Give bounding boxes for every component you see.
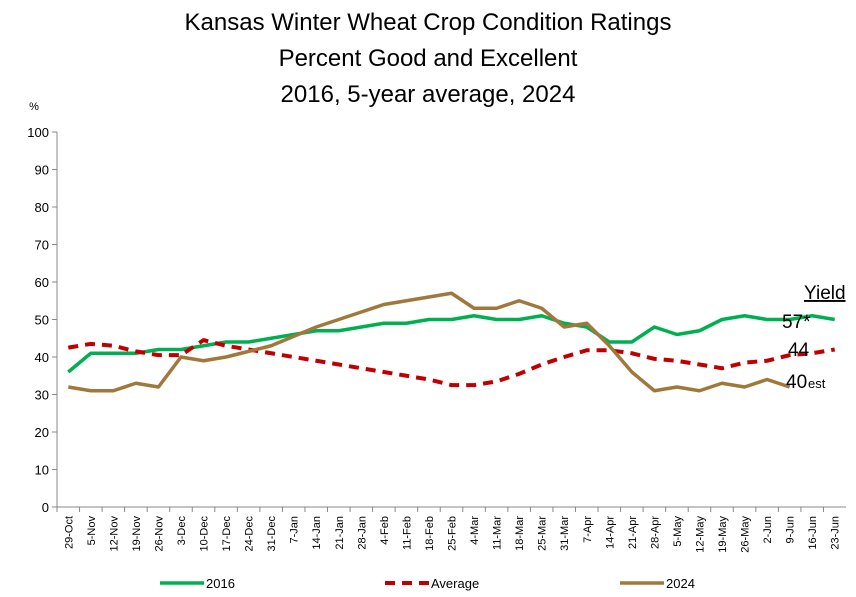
x-tick-label: 21-Apr [627, 516, 639, 549]
y-tick-label: 10 [35, 463, 49, 478]
x-tick-label: 24-Dec [244, 516, 256, 552]
y-tick-label: 100 [27, 125, 49, 140]
x-tick-label: 11-Mar [492, 516, 504, 550]
x-tick-label: 29-Oct [63, 516, 75, 549]
x-tick-label: 25-Mar [537, 516, 549, 551]
legend-label: 2024 [666, 576, 695, 591]
x-tick-label: 12-Nov [108, 516, 120, 552]
y-tick-label: 40 [35, 350, 49, 365]
annotation: Yield [804, 283, 846, 304]
x-tick-label: 26-May [740, 516, 752, 553]
x-tick-label: 5-Nov [86, 516, 98, 546]
y-tick-label: 90 [35, 163, 49, 178]
series-line [67, 291, 791, 393]
x-tick-label: 12-May [694, 516, 706, 553]
y-tick-label: 70 [35, 238, 49, 253]
x-tick-label: 26-Nov [153, 516, 165, 552]
chart-subtitle: 2016, 5-year average, 2024 [281, 81, 576, 108]
y-tick-label: 60 [35, 275, 49, 290]
x-tick-label: 9-Jun [785, 516, 797, 544]
x-tick-label: 10-Dec [199, 516, 211, 552]
x-tick-label: 31-Dec [266, 516, 278, 552]
annotation: 40 [786, 372, 807, 393]
series-line [67, 314, 836, 374]
y-tick-label: 80 [35, 200, 49, 215]
x-tick-label: 17-Dec [221, 516, 233, 552]
y-tick-label: 20 [35, 425, 49, 440]
x-tick-label: 14-Jan [311, 516, 323, 550]
annotation: 57* [782, 312, 811, 333]
x-tick-label: 23-Jun [830, 516, 842, 550]
legend-label: 2016 [206, 576, 235, 591]
x-tick-label: 11-Feb [401, 516, 413, 550]
chart-subtitle: Percent Good and Excellent [279, 45, 578, 72]
x-tick-label: 4-Mar [469, 516, 481, 545]
y-axis-label: % [29, 101, 39, 113]
x-tick-label: 18-Mar [514, 516, 526, 551]
y-tick-label: 30 [35, 388, 49, 403]
x-tick-label: 7-Apr [582, 516, 594, 543]
x-tick-label: 16-Jun [807, 516, 819, 550]
annotation: est [808, 376, 826, 391]
x-tick-label: 28-Jan [356, 516, 368, 550]
x-tick-label: 4-Feb [379, 516, 391, 545]
x-tick-label: 18-Feb [424, 516, 436, 551]
x-tick-label: 19-May [717, 516, 729, 553]
series-line [67, 338, 836, 388]
x-tick-label: 19-Nov [131, 516, 143, 552]
chart-title: Kansas Winter Wheat Crop Condition Ratin… [185, 9, 672, 36]
x-tick-label: 14-Apr [604, 516, 616, 549]
legend-label: Average [431, 576, 479, 591]
x-tick-label: 31-Mar [559, 516, 571, 551]
x-tick-label: 28-Apr [649, 516, 661, 549]
annotation: 44 [788, 340, 810, 361]
x-tick-label: 21-Jan [334, 516, 346, 550]
x-tick-label: 5-May [672, 516, 684, 547]
x-tick-label: 7-Jan [289, 516, 301, 544]
y-tick-label: 50 [35, 313, 49, 328]
x-tick-label: 3-Dec [176, 516, 188, 546]
x-tick-label: 2-Jun [762, 516, 774, 544]
x-tick-label: 25-Feb [447, 516, 459, 551]
y-tick-label: 0 [42, 500, 49, 515]
